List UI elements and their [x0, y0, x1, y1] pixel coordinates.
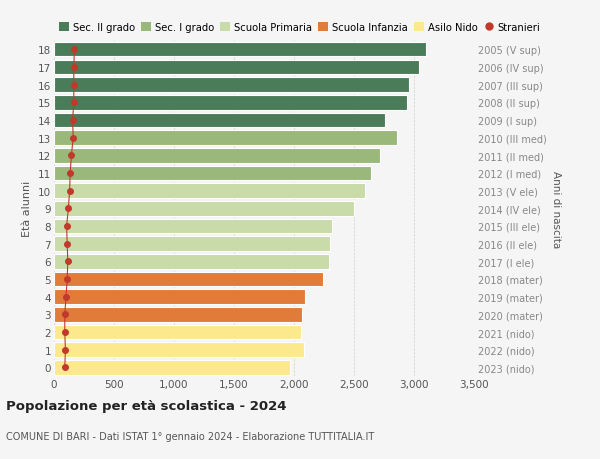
Bar [54, 237, 330, 252]
Y-axis label: Anni di nascita: Anni di nascita [551, 170, 561, 247]
Bar [54, 325, 301, 340]
Bar [54, 290, 305, 304]
Text: COMUNE DI BARI - Dati ISTAT 1° gennaio 2024 - Elaborazione TUTTITALIA.IT: COMUNE DI BARI - Dati ISTAT 1° gennaio 2… [6, 431, 374, 442]
Text: Popolazione per età scolastica - 2024: Popolazione per età scolastica - 2024 [6, 399, 287, 412]
Bar [54, 131, 397, 146]
Bar [54, 113, 385, 128]
Bar [54, 61, 419, 75]
Bar [54, 219, 332, 234]
Bar [54, 343, 304, 357]
Bar [54, 272, 323, 286]
Bar [54, 43, 426, 57]
Bar [54, 149, 380, 163]
Bar [54, 202, 354, 216]
Bar [54, 308, 302, 322]
Bar [54, 184, 365, 198]
Legend: Sec. II grado, Sec. I grado, Scuola Primaria, Scuola Infanzia, Asilo Nido, Stran: Sec. II grado, Sec. I grado, Scuola Prim… [59, 23, 541, 33]
Bar [54, 78, 409, 93]
Bar [54, 255, 329, 269]
Bar [54, 166, 371, 181]
Bar [54, 360, 290, 375]
Y-axis label: Età alunni: Età alunni [22, 181, 32, 237]
Bar [54, 96, 407, 110]
